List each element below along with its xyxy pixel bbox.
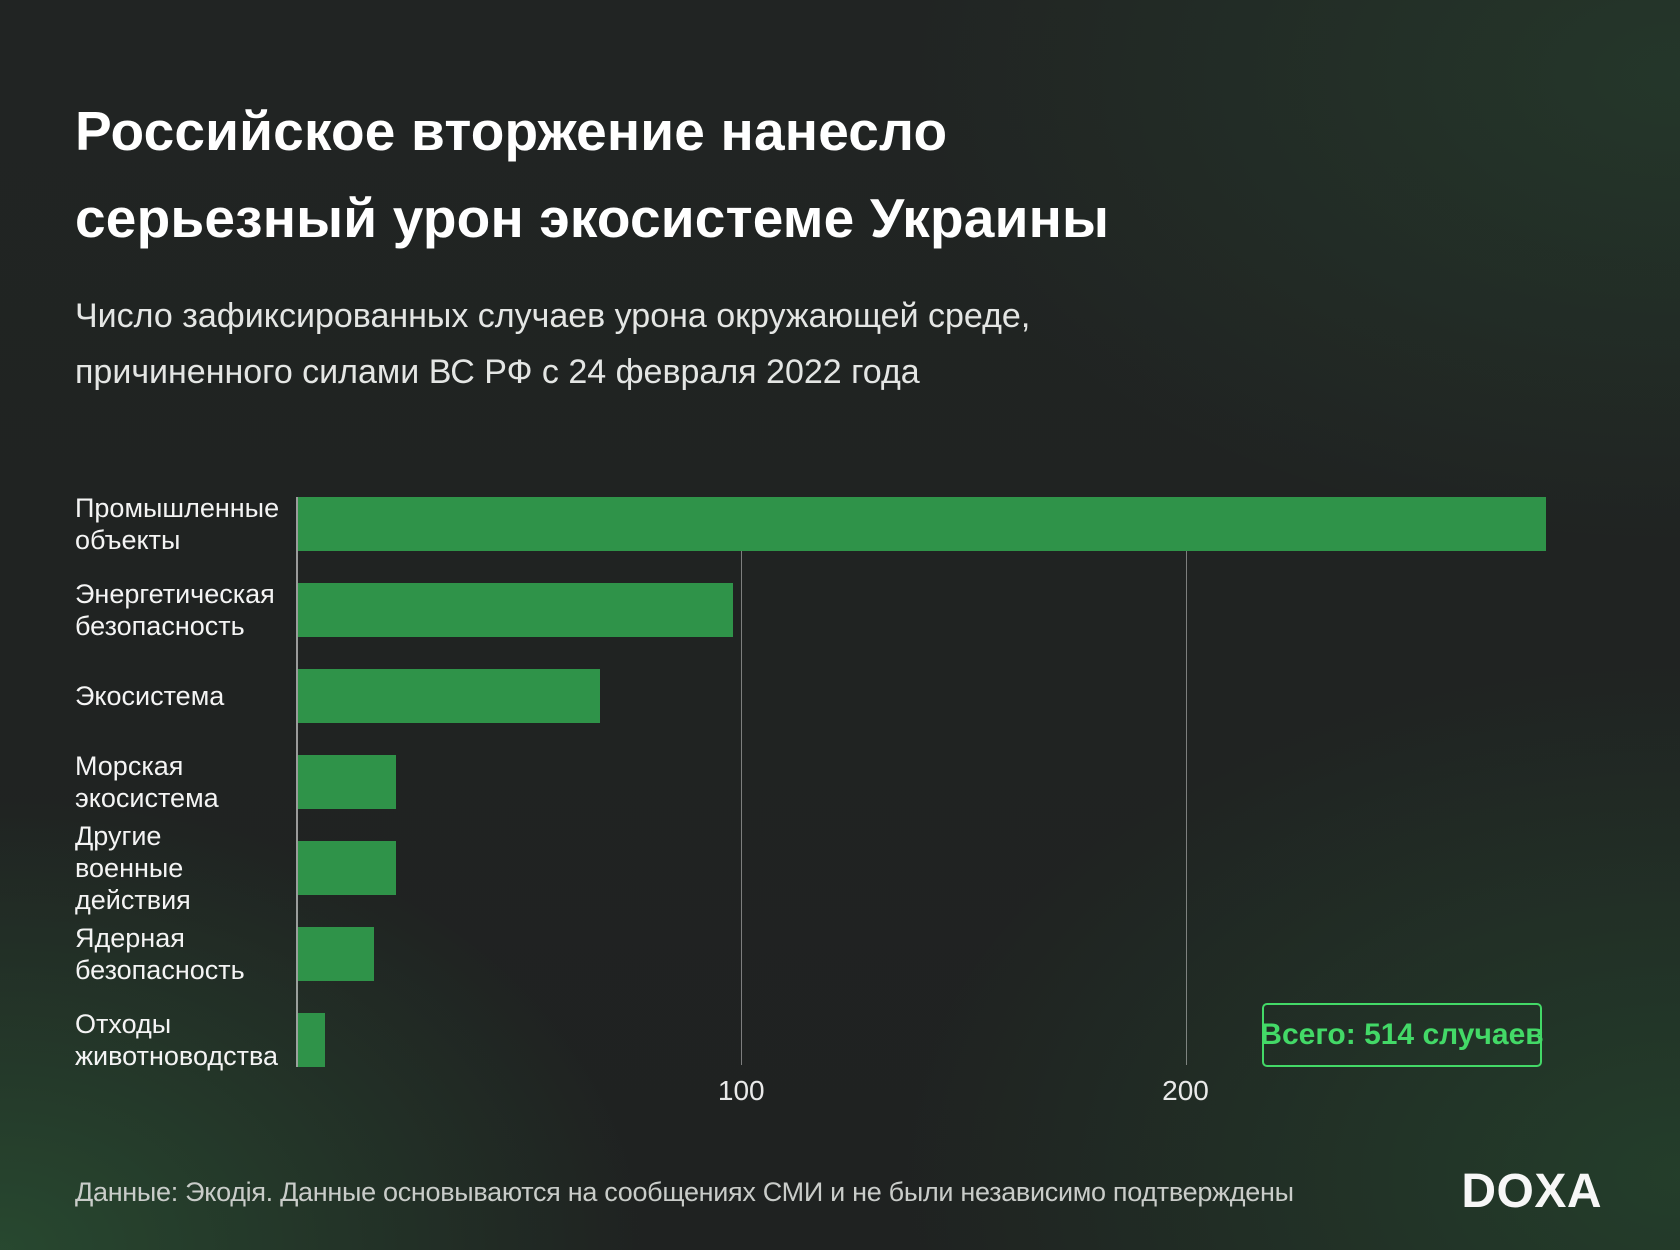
- footer: Данные: Экодія. Данные основываются на с…: [75, 1168, 1602, 1216]
- chart-subtitle: Число зафиксированных случаев урона окру…: [75, 288, 1030, 400]
- title-line-2: серьезный урон экосистеме Украины: [75, 187, 1110, 249]
- gridline: [1185, 497, 1187, 1065]
- gridline: [741, 497, 743, 1065]
- total-badge-label: Всего: 514 случаев: [1260, 1018, 1544, 1051]
- category-label: Морская экосистема: [75, 751, 219, 813]
- bar: [298, 841, 396, 895]
- bar: [298, 755, 396, 809]
- total-badge: Всего: 514 случаев: [1260, 1003, 1544, 1067]
- x-tick-label: 100: [717, 1075, 765, 1106]
- gridlines-layer: [297, 497, 1612, 1065]
- bar-track: [297, 583, 1612, 637]
- chart-row: Морская экосистема: [75, 751, 1612, 813]
- bar-track: [297, 927, 1612, 981]
- doxa-logo: DOXA: [1461, 1165, 1602, 1218]
- bar-track: [297, 841, 1612, 895]
- bar-track: [297, 755, 1612, 809]
- bar: [298, 1013, 325, 1067]
- chart-row: Ядерная безопасность: [75, 923, 1612, 985]
- chart-row: Экосистема: [75, 669, 1612, 723]
- category-label: Промышленные объекты: [75, 493, 280, 555]
- bar-track: [297, 497, 1612, 551]
- bar-chart: Промышленные объекты Энергетическая безоп…: [75, 493, 1612, 1106]
- bar: [298, 927, 374, 981]
- chart-row: Другие военные действия: [75, 821, 1612, 915]
- subtitle-line-1: Число зафиксированных случаев урона окру…: [75, 297, 1031, 335]
- chart-row: Отходы животноводства: [75, 1009, 1612, 1071]
- title-line-1: Российское вторжение нанесло: [75, 100, 948, 162]
- bar: [298, 583, 734, 637]
- page-title: Российское вторжение нанесло серьезный ур…: [75, 88, 1109, 262]
- x-axis-ticks: 100 200: [297, 1075, 1612, 1115]
- category-label: Другие военные действия: [75, 821, 191, 915]
- chart-row: Энергетическая безопасность: [75, 579, 1612, 641]
- subtitle-line-2: причиненного силами ВС РФ с 24 февраля 2…: [75, 353, 920, 391]
- y-axis-line: [296, 497, 298, 1067]
- category-label: Отходы животноводства: [75, 1009, 279, 1071]
- bar-track: [297, 1013, 1612, 1067]
- x-tick-label: 200: [1162, 1075, 1209, 1106]
- category-label: Экосистема: [75, 681, 225, 711]
- bar: [298, 497, 1547, 551]
- category-label: Энергетическая безопасность: [75, 579, 275, 641]
- source-note: Данные: Экодія. Данные основываются на с…: [75, 1177, 1294, 1207]
- chart-rows: Промышленные объекты Энергетическая безоп…: [75, 493, 1612, 1071]
- category-label: Ядерная безопасность: [75, 923, 245, 985]
- bar-track: [297, 669, 1612, 723]
- bar: [298, 669, 601, 723]
- chart-row: Промышленные объекты: [75, 493, 1612, 555]
